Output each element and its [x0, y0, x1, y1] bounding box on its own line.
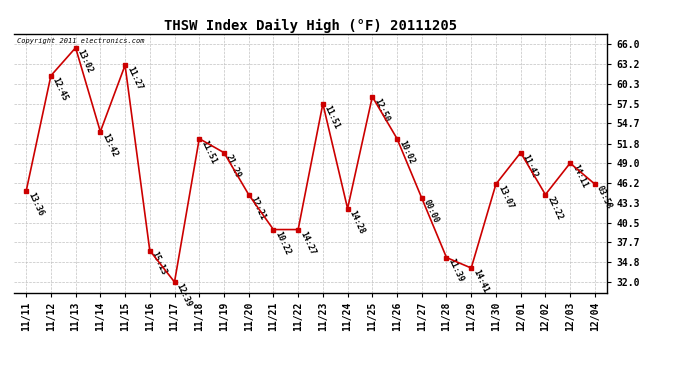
Text: 14:41: 14:41	[471, 268, 490, 294]
Text: 13:42: 13:42	[100, 132, 119, 158]
Text: Copyright 2011 electronics.com: Copyright 2011 electronics.com	[17, 38, 144, 44]
Text: 11:39: 11:39	[446, 258, 465, 284]
Text: 14:28: 14:28	[348, 209, 366, 235]
Text: 13:07: 13:07	[496, 184, 515, 211]
Text: 13:36: 13:36	[26, 191, 45, 217]
Text: 11:42: 11:42	[521, 153, 540, 179]
Text: 13:02: 13:02	[76, 48, 95, 74]
Text: 12:39: 12:39	[175, 282, 193, 309]
Text: 10:22: 10:22	[273, 230, 292, 256]
Title: THSW Index Daily High (°F) 20111205: THSW Index Daily High (°F) 20111205	[164, 18, 457, 33]
Text: 11:51: 11:51	[323, 104, 342, 130]
Text: 12:21: 12:21	[248, 195, 268, 221]
Text: 12:50: 12:50	[373, 97, 391, 123]
Text: 12:45: 12:45	[51, 76, 70, 102]
Text: 10:02: 10:02	[397, 139, 416, 165]
Text: 22:22: 22:22	[545, 195, 564, 221]
Text: 11:51: 11:51	[199, 139, 218, 165]
Text: 14:27: 14:27	[298, 230, 317, 256]
Text: 03:58: 03:58	[595, 184, 613, 211]
Text: 21:29: 21:29	[224, 153, 243, 179]
Text: 11:27: 11:27	[125, 65, 144, 92]
Text: 15:13: 15:13	[150, 251, 168, 277]
Text: 14:11: 14:11	[570, 163, 589, 190]
Text: 00:00: 00:00	[422, 198, 440, 225]
